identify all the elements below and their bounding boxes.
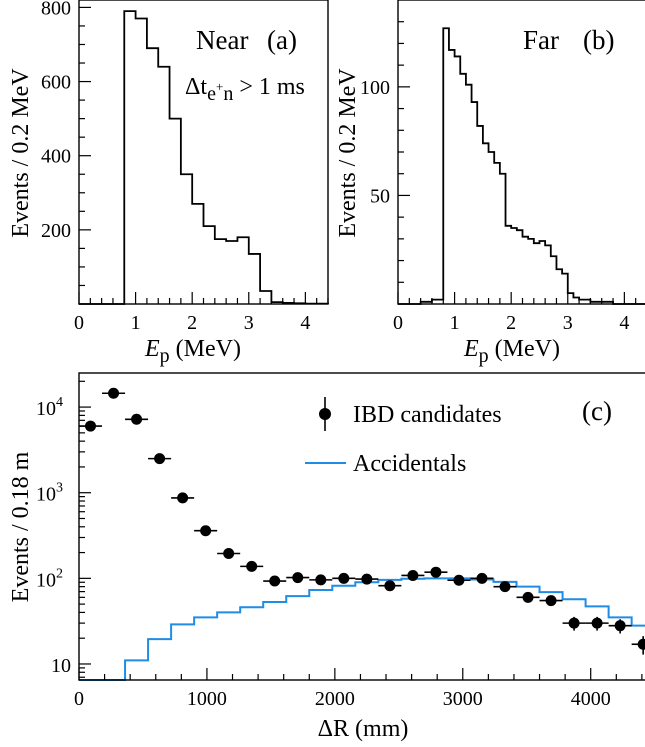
panel-b-y-tick-label: 50 xyxy=(370,185,390,207)
panel-b-y-tick-label: 100 xyxy=(360,77,390,99)
panel-b-x-tick-label: 3 xyxy=(563,312,573,334)
panel-b-x-tick-label: 2 xyxy=(506,312,516,334)
ibd-data-point xyxy=(384,580,396,592)
panel-a-y-axis-label: Events / 0.2 MeV xyxy=(8,68,34,238)
panel-c: 0 1000 2000 3000 4000 10 102 103 104 (c) IBD can… xyxy=(8,372,645,742)
panel-b: 0 1 2 3 4 50 100 Far (b) Events / 0.2 MeV Ep (… xyxy=(335,0,645,367)
panel-a-y-tick-label: 600 xyxy=(41,72,71,94)
panel-c-y-tick-label: 102 xyxy=(36,566,63,591)
panel-c-x-tick-label: 4000 xyxy=(571,688,611,710)
legend-data-label: IBD candidates xyxy=(353,402,502,428)
ibd-data-point xyxy=(499,581,511,593)
panel-c-legend: IBD candidates Accidentals xyxy=(305,397,502,477)
panel-a-y-tick-label: 400 xyxy=(41,146,71,168)
ibd-data-point xyxy=(522,591,534,603)
ibd-data-point xyxy=(269,575,281,587)
panel-a-axes: 0 1 2 3 4 200 400 600 800 xyxy=(41,0,329,334)
ibd-data-point xyxy=(568,617,580,629)
panel-c-x-tick-label: 2000 xyxy=(315,688,355,710)
panel-a-x-tick-label: 3 xyxy=(244,312,254,334)
panel-a-cut-sub-end: n xyxy=(223,83,233,105)
ibd-data-point xyxy=(292,572,304,584)
legend-accidentals-label: Accidentals xyxy=(353,451,466,477)
ibd-data-point xyxy=(476,572,488,584)
panel-a-cut-delta-t: Δt xyxy=(185,74,207,100)
panel-a-x-var: E xyxy=(144,336,160,362)
panel-b-x-tick-label: 0 xyxy=(393,312,403,334)
panel-b-histogram xyxy=(398,27,645,305)
ibd-data-point xyxy=(614,620,626,632)
ibd-data-point xyxy=(154,453,166,465)
ibd-data-point xyxy=(315,574,327,586)
legend-data-marker xyxy=(319,408,331,420)
ibd-data-point xyxy=(223,548,235,560)
panel-c-x-tick-label: 3000 xyxy=(443,688,483,710)
panel-c-x-axis-label: ΔR (mm) xyxy=(318,716,409,742)
panel-a-x-tick-label: 4 xyxy=(300,312,310,334)
panel-b-x-tick-label: 1 xyxy=(450,312,460,334)
ibd-data-point xyxy=(177,492,189,504)
panel-c-y-tick-label: 10 xyxy=(51,655,71,677)
panel-a-site-label: Near xyxy=(196,25,248,55)
panel-a-cut-label: Δte+n > 1 ms xyxy=(185,74,305,105)
panel-b-x-var: E xyxy=(463,336,479,362)
panel-a-x-tick-label: 2 xyxy=(187,312,197,334)
ibd-data-point xyxy=(637,638,645,650)
panel-a-cut-sub: e xyxy=(207,83,216,105)
ibd-data-point xyxy=(131,413,143,425)
panel-a-y-tick-label: 800 xyxy=(41,0,71,19)
accidentals-histogram xyxy=(79,577,645,681)
panel-c-y-axis-label: Events / 0.18 m xyxy=(8,451,34,602)
panel-b-axes: 0 1 2 3 4 50 100 xyxy=(360,21,637,334)
panel-b-x-tick-label: 4 xyxy=(619,312,629,334)
panel-c-panel-label: (c) xyxy=(582,396,612,426)
panel-b-panel-label: (b) xyxy=(583,25,614,55)
panel-c-x-tick-label: 0 xyxy=(74,688,84,710)
panel-b-plot-area xyxy=(398,27,645,305)
ibd-data-point xyxy=(246,560,258,572)
panel-a-cut-sup: + xyxy=(216,79,223,94)
panel-a-x-tick-label: 0 xyxy=(74,312,84,334)
panel-a-x-sub: p xyxy=(160,345,170,367)
panel-a-y-tick-label: 200 xyxy=(41,220,71,242)
panel-a-cut-rest: > 1 ms xyxy=(233,74,305,100)
panel-c-axes: 0 1000 2000 3000 4000 10 102 103 104 xyxy=(36,380,643,710)
panel-b-x-axis-label: Ep (MeV) xyxy=(463,336,560,367)
panel-c-plot-area xyxy=(79,387,645,681)
panel-c-y-tick-label: 104 xyxy=(36,395,63,420)
panel-a-x-axis-label: Ep (MeV) xyxy=(144,336,241,367)
ibd-data-point xyxy=(591,617,603,629)
ibd-data-point xyxy=(108,387,120,399)
panel-c-x-tick-label: 1000 xyxy=(187,688,227,710)
panel-a-panel-label: (a) xyxy=(267,25,297,55)
panel-a-plot-area xyxy=(79,10,329,305)
panel-b-site-label: Far xyxy=(523,25,559,55)
ibd-data-point xyxy=(85,420,97,432)
panel-b-x-unit: (MeV) xyxy=(489,336,560,362)
ibd-data-point xyxy=(430,566,442,578)
ibd-data-point xyxy=(361,573,373,585)
ibd-data-point xyxy=(453,574,465,586)
ibd-data-point xyxy=(407,569,419,581)
panel-a-x-tick-label: 1 xyxy=(131,312,141,334)
panel-a-histogram xyxy=(79,10,329,305)
panel-a-x-unit: (MeV) xyxy=(170,336,241,362)
ibd-data-point xyxy=(338,572,350,584)
ibd-data-point xyxy=(200,525,212,537)
panel-b-y-axis-label: Events / 0.2 MeV xyxy=(335,68,361,238)
panel-c-y-tick-label: 103 xyxy=(36,481,63,506)
panel-b-x-sub: p xyxy=(479,345,489,367)
ibd-data-point xyxy=(545,595,557,607)
